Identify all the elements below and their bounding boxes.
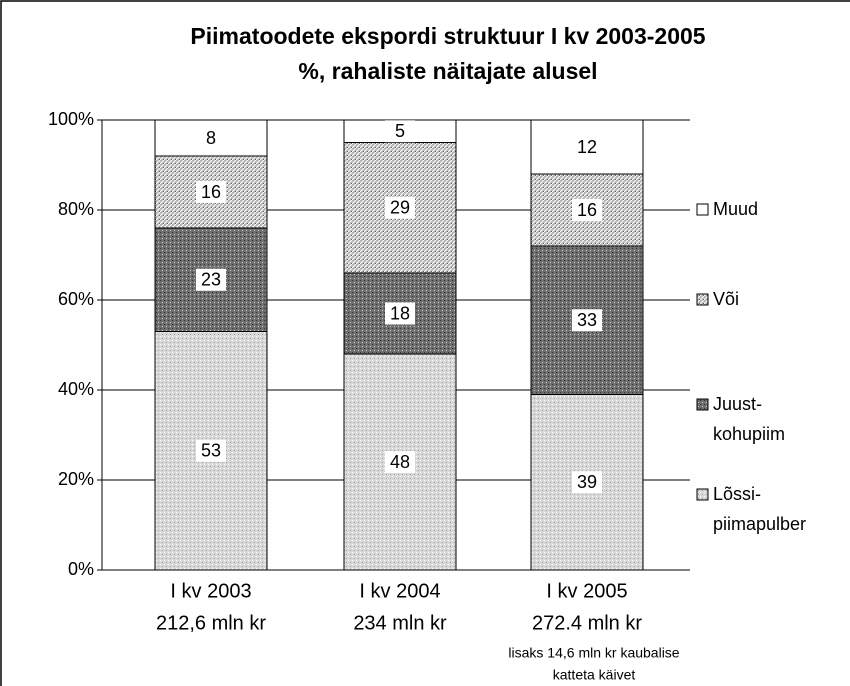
x-tick-label: I kv 2004: [359, 580, 440, 602]
value-label: 5: [395, 121, 405, 141]
y-tick-label: 20%: [58, 469, 94, 489]
value-label: 12: [577, 137, 597, 157]
value-label: 29: [390, 198, 410, 218]
value-label-box: [385, 302, 415, 325]
value-label: 16: [201, 182, 221, 202]
x-tick-label: 212,6 mln kr: [156, 612, 266, 634]
value-label: 16: [577, 200, 597, 220]
legend-swatch: [696, 488, 709, 501]
value-label-box: [572, 199, 602, 221]
x-tick-label: 234 mln kr: [353, 612, 447, 634]
x-tick-label: I kv 2003: [170, 580, 251, 602]
legend-swatch: [696, 203, 709, 216]
legend-label: piimapulber: [713, 514, 806, 534]
value-label-box: [196, 127, 226, 149]
legend-label: Juust-: [713, 394, 762, 414]
y-tick-label: 100%: [48, 109, 94, 129]
value-label: 23: [201, 270, 221, 290]
y-tick-label: 80%: [58, 199, 94, 219]
legend-swatch: [696, 293, 709, 306]
annotation: katteta käivet: [553, 667, 636, 683]
value-label: 53: [201, 441, 221, 461]
value-label: 8: [206, 128, 216, 148]
value-label-box: [385, 120, 415, 143]
value-label-box: [196, 439, 226, 462]
chart-title: Piimatoodete ekspordi struktuur I kv 200…: [190, 23, 705, 49]
legend-label: Muud: [713, 199, 758, 219]
value-label-box: [196, 181, 226, 203]
legend-label: Või: [713, 289, 739, 309]
value-label: 39: [577, 472, 597, 492]
y-tick-label: 60%: [58, 289, 94, 309]
value-label: 48: [390, 452, 410, 472]
value-label-box: [385, 196, 415, 219]
value-label-box: [572, 471, 602, 494]
x-tick-label: I kv 2005: [546, 580, 627, 602]
value-label-box: [385, 451, 415, 473]
x-tick-label: 272.4 mln kr: [532, 612, 642, 634]
chart-subtitle: %, rahaliste näitajate alusel: [298, 58, 597, 84]
value-label-box: [572, 136, 602, 158]
y-tick-label: 0%: [68, 559, 94, 579]
y-tick-label: 40%: [58, 379, 94, 399]
value-label-box: [572, 309, 602, 332]
value-label: 18: [390, 303, 410, 323]
annotation: lisaks 14,6 mln kr kaubalise: [508, 645, 679, 661]
value-label-box: [196, 268, 226, 291]
legend-label: Lõssi-: [713, 484, 761, 504]
value-label: 33: [577, 310, 597, 330]
legend-swatch: [696, 398, 709, 411]
legend-label: kohupiim: [713, 424, 785, 444]
